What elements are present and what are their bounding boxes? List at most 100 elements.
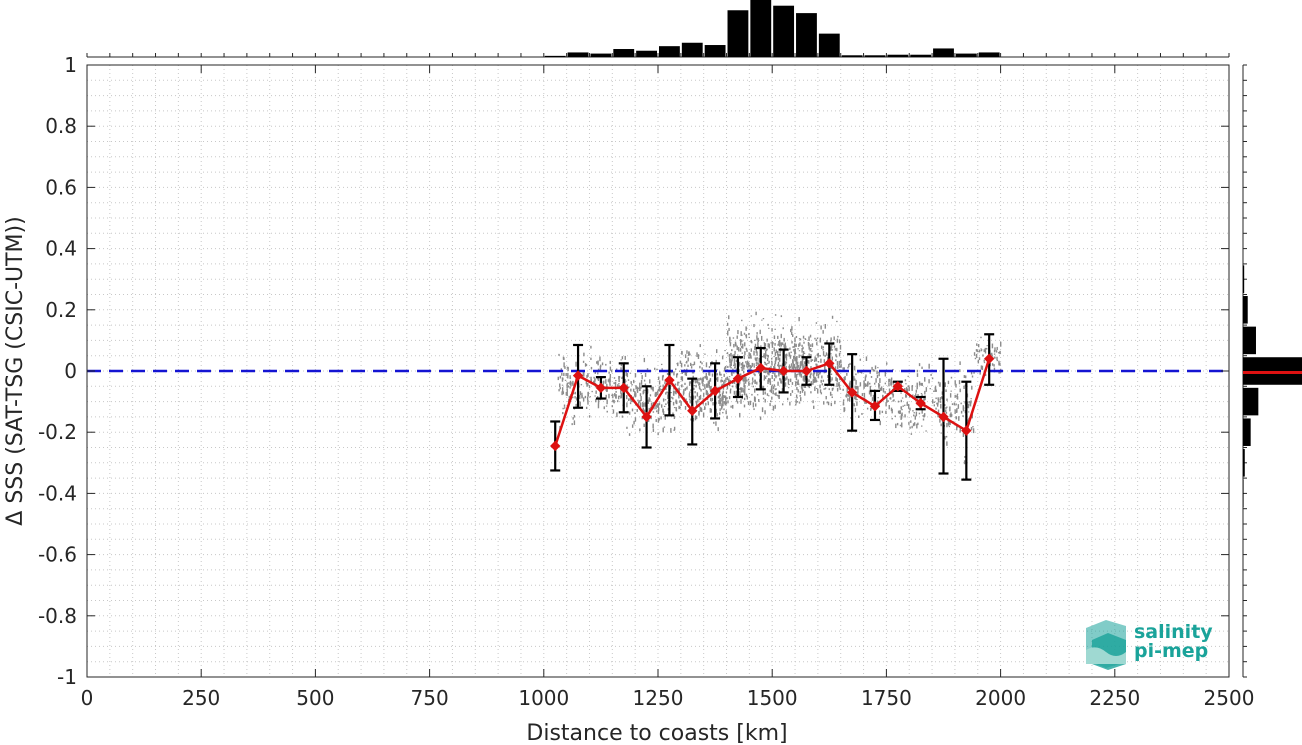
scatter-point — [575, 398, 578, 400]
scatter-point — [799, 372, 801, 375]
scatter-point — [688, 393, 691, 398]
scatter-point — [796, 396, 798, 399]
scatter-point — [955, 403, 957, 406]
scatter-point — [661, 375, 664, 381]
scatter-point — [698, 377, 700, 381]
scatter-point — [732, 354, 734, 357]
scatter-point — [755, 311, 757, 316]
scatter-point — [670, 428, 672, 433]
scatter-point — [724, 402, 726, 406]
scatter-point — [937, 381, 940, 384]
scatter-point — [718, 390, 721, 393]
scatter-point — [779, 339, 781, 343]
scatter-point — [904, 414, 906, 418]
right-histogram-bar — [1243, 387, 1259, 416]
scatter-point — [804, 391, 806, 396]
scatter-point — [710, 364, 712, 367]
scatter-point — [836, 347, 838, 352]
scatter-point — [925, 430, 927, 432]
scatter-point — [870, 376, 873, 378]
scatter-point — [678, 387, 680, 393]
scatter-point — [617, 384, 619, 388]
scatter-point — [597, 372, 599, 375]
scatter-point — [765, 363, 768, 366]
scatter-point — [808, 360, 810, 364]
scatter-point — [775, 375, 778, 377]
scatter-point — [933, 404, 936, 407]
scatter-point — [650, 402, 653, 407]
scatter-point — [895, 423, 897, 429]
scatter-point — [901, 412, 903, 417]
scatter-point — [767, 343, 769, 348]
scatter-point — [959, 369, 961, 373]
scatter-point — [813, 359, 816, 363]
scatter-point — [662, 384, 664, 388]
scatter-point — [980, 336, 982, 339]
scatter-point — [727, 400, 729, 404]
scatter-point — [904, 404, 906, 407]
scatter-point — [656, 368, 658, 371]
scatter-point — [865, 356, 868, 362]
scatter-point — [771, 361, 773, 366]
scatter-point — [620, 367, 622, 371]
scatter-point — [716, 379, 719, 382]
scatter-point — [780, 342, 783, 347]
scatter-point — [614, 381, 617, 387]
scatter-point — [564, 407, 566, 409]
scatter-point — [583, 371, 585, 377]
scatter-point — [768, 360, 770, 364]
scatter-point — [958, 416, 960, 421]
scatter-point — [804, 374, 806, 379]
scatter-point — [702, 392, 705, 397]
scatter-point — [730, 366, 732, 369]
top-histogram-bar — [567, 52, 589, 57]
scatter-point — [791, 331, 793, 335]
scatter-point — [756, 339, 758, 341]
scatter-point — [796, 356, 798, 361]
scatter-point — [786, 397, 789, 401]
scatter-point — [829, 379, 832, 383]
scatter-point — [793, 343, 796, 348]
top-histogram-bar — [841, 55, 863, 57]
scatter-point — [626, 426, 628, 429]
scatter-point — [762, 390, 765, 395]
scatter-point — [699, 406, 701, 412]
scatter-point — [737, 330, 739, 335]
scatter-point — [765, 367, 767, 373]
scatter-point — [658, 417, 660, 421]
scatter-point — [822, 351, 825, 356]
scatter-point — [620, 392, 623, 397]
scatter-point — [877, 397, 879, 399]
scatter-point — [774, 342, 776, 346]
scatter-point — [967, 406, 969, 409]
scatter-point — [839, 344, 842, 350]
scatter-point — [736, 400, 739, 404]
scatter-point — [686, 360, 688, 364]
scatter-point — [816, 337, 819, 340]
scatter-point — [778, 354, 781, 356]
scatter-point — [743, 392, 746, 396]
scatter-point — [709, 386, 711, 390]
scatter-point — [745, 334, 747, 337]
scatter-point — [801, 361, 803, 366]
scatter-point — [721, 383, 723, 387]
y-tick-label: -0.2 — [38, 420, 77, 444]
scatter-point — [582, 397, 585, 402]
scatter-point — [914, 395, 916, 399]
scatter-point — [562, 356, 565, 360]
scatter-point — [679, 406, 681, 409]
scatter-point — [882, 388, 885, 393]
scatter-point — [632, 379, 635, 383]
scatter-point — [826, 339, 828, 344]
scatter-point — [637, 401, 640, 406]
scatter-point — [945, 389, 947, 393]
scatter-point — [744, 385, 746, 389]
scatter-point — [879, 387, 882, 392]
data-point — [641, 411, 652, 423]
scatter-point — [918, 412, 921, 415]
scatter-point — [684, 382, 686, 385]
scatter-point — [634, 412, 636, 415]
scatter-point — [689, 362, 692, 366]
scatter-point — [661, 404, 663, 408]
scatter-point — [826, 401, 828, 404]
